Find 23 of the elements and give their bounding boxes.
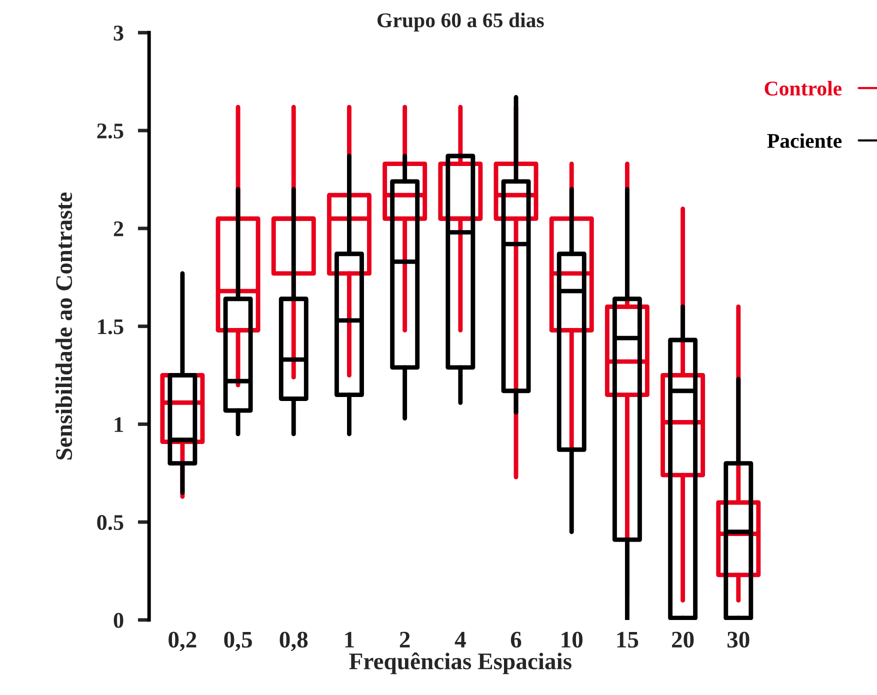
x-tick-label: 2 bbox=[400, 632, 410, 648]
x-tick-label: 15 bbox=[617, 632, 638, 648]
x-tick-label: 30 bbox=[727, 632, 750, 648]
x-tick-label: 10 bbox=[562, 632, 583, 648]
y-tick-label: 2.5 bbox=[97, 124, 124, 139]
chart-title: Grupo 60 a 65 dias bbox=[378, 12, 544, 32]
x-tick-label: 0,5 bbox=[224, 632, 252, 652]
x-axis-title: Frequências Espaciais bbox=[349, 652, 572, 674]
legend-label: Paciente bbox=[767, 133, 842, 148]
y-tick-label: 2 bbox=[114, 221, 124, 236]
y-tick-label: 3 bbox=[114, 26, 124, 41]
x-tick-label: 6 bbox=[510, 632, 522, 648]
legend-label: Controle bbox=[764, 80, 842, 96]
y-tick-label: 0.5 bbox=[97, 514, 124, 530]
y-tick-label: 0 bbox=[114, 612, 124, 628]
y-tick-label: 1 bbox=[114, 417, 123, 432]
x-tick-label: 0,8 bbox=[280, 632, 308, 652]
x-tick-label: 20 bbox=[672, 632, 694, 648]
y-axis-title: Sensibilidade ao Contraste bbox=[55, 192, 72, 460]
x-tick-label: 4 bbox=[454, 632, 466, 648]
x-tick-label: 1 bbox=[345, 632, 354, 648]
y-tick-label: 1.5 bbox=[98, 319, 124, 334]
x-tick-label: 0,2 bbox=[168, 632, 196, 652]
